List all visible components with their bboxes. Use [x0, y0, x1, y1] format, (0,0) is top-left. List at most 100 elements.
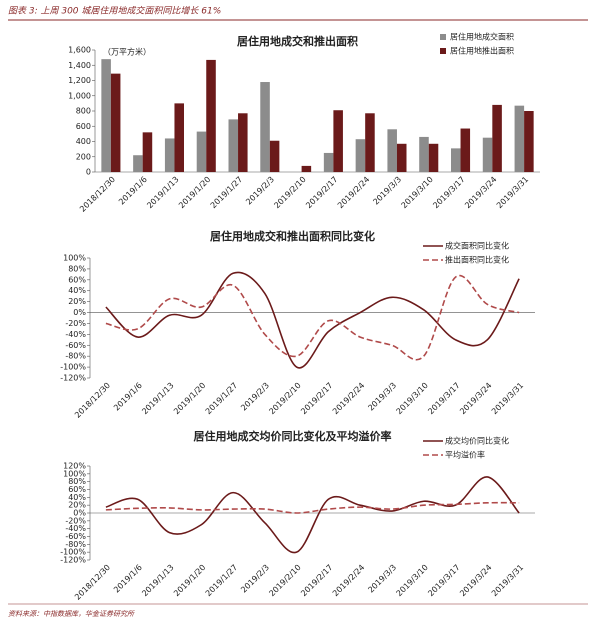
y-tick-label: -40%	[65, 330, 86, 339]
y-tick-label: -60%	[65, 341, 86, 350]
x-tick-label: 2019/2/17	[304, 175, 339, 210]
bar	[269, 140, 280, 172]
bar	[365, 113, 375, 172]
y-tick-label: 1,000	[68, 91, 91, 100]
x-tick-label: 2019/2/10	[267, 381, 302, 416]
legend-label: 推出面积同比变化	[445, 255, 509, 265]
y-tick-label: 200	[76, 152, 91, 161]
y-tick-label: 100%	[63, 469, 86, 478]
x-tick-label: 2019/2/3	[244, 175, 276, 207]
x-tick-label: 2019/1/6	[112, 381, 144, 413]
x-tick-label: 2019/3/31	[490, 563, 525, 598]
x-tick-label: 2019/1/13	[140, 563, 175, 598]
line-series	[105, 476, 520, 554]
y-tick-label: 1,200	[68, 76, 91, 85]
y-tick-label: 40%	[68, 493, 86, 502]
bar	[260, 82, 270, 172]
y-tick-label: 800	[76, 107, 91, 116]
bar	[396, 143, 407, 172]
y-tick-label: -20%	[65, 319, 86, 328]
x-tick-label: 2019/1/20	[172, 381, 207, 416]
bar	[333, 110, 343, 172]
bar	[301, 165, 312, 172]
y-tick-label: -80%	[65, 540, 86, 549]
x-tick-label: 2019/2/24	[331, 381, 366, 416]
bar	[196, 131, 207, 172]
bar	[492, 104, 502, 172]
y-tick-label: 20%	[68, 297, 86, 306]
x-tick-label: 2019/3/24	[463, 175, 498, 210]
bar	[524, 111, 534, 172]
bar	[110, 73, 121, 172]
x-tick-label: 2019/3/3	[366, 563, 398, 595]
y-tick-label: -100%	[60, 548, 86, 557]
y-tick-label: -120%	[60, 556, 86, 565]
x-tick-label: 2019/2/10	[272, 175, 307, 210]
y-tick-label: 0%	[73, 509, 86, 518]
y-tick-label: 0	[86, 168, 91, 177]
bar	[355, 139, 366, 172]
x-tick-label: 2019/3/17	[426, 381, 461, 416]
y-tick-label: 1,400	[68, 61, 91, 70]
y-tick-label: 80%	[68, 264, 86, 273]
source-note: 资料来源：中指数据库，华金证券研究所	[8, 610, 135, 618]
x-tick-label: 2019/3/10	[395, 381, 430, 416]
y-axis-label: （万平方米）	[103, 47, 151, 57]
y-tick-label: 80%	[68, 477, 86, 486]
bar	[419, 136, 429, 172]
x-tick-label: 2019/3/24	[458, 381, 493, 416]
x-tick-label: 2019/1/6	[117, 175, 149, 207]
x-tick-label: 2019/3/31	[495, 175, 530, 210]
y-tick-label: -80%	[65, 352, 86, 361]
bar	[142, 132, 153, 172]
x-tick-label: 2019/3/3	[371, 175, 403, 207]
bar	[514, 105, 525, 172]
bar	[238, 113, 248, 172]
bar	[164, 138, 175, 172]
bar	[206, 59, 216, 172]
y-tick-label: 600	[76, 122, 91, 131]
x-tick-label: 2019/3/10	[400, 175, 435, 210]
bar	[174, 103, 184, 172]
bar	[387, 129, 397, 172]
x-tick-label: 2019/1/20	[172, 563, 207, 598]
legend-swatch	[440, 48, 446, 54]
x-tick-label: 2019/2/3	[239, 563, 271, 595]
bar	[460, 128, 471, 172]
x-tick-label: 2019/2/17	[299, 563, 334, 598]
legend-label: 成交面积同比变化	[445, 241, 509, 251]
bar	[101, 59, 111, 172]
x-tick-label: 2019/2/3	[239, 381, 271, 413]
line-series	[105, 501, 520, 514]
bar	[133, 155, 143, 172]
page-title: 图表 3: 上周 300 城居住用地成交面积同比增长 61%	[8, 6, 221, 17]
x-tick-label: 2018/12/30	[73, 563, 112, 602]
y-tick-label: -20%	[65, 516, 86, 525]
x-tick-label: 2019/3/17	[431, 175, 466, 210]
y-tick-label: 100%	[63, 254, 86, 263]
legend-label: 平均溢价率	[445, 450, 485, 460]
x-tick-label: 2019/1/27	[204, 563, 239, 598]
x-tick-label: 2018/12/30	[73, 381, 112, 420]
x-tick-label: 2019/1/13	[145, 175, 180, 210]
x-tick-label: 2019/3/17	[426, 563, 461, 598]
legend-label: 成交均价同比变化	[445, 436, 509, 446]
x-tick-label: 2019/3/3	[366, 381, 398, 413]
legend-label: 居住用地成交面积	[450, 32, 514, 42]
chart-title: 居住用地成交和推出面积同比变化	[210, 229, 375, 243]
y-tick-label: -120%	[60, 374, 86, 383]
bar	[482, 137, 493, 172]
y-tick-label: -100%	[60, 363, 86, 372]
y-tick-label: 400	[76, 137, 91, 146]
x-tick-label: 2019/1/27	[209, 175, 244, 210]
x-tick-label: 2019/3/24	[458, 563, 493, 598]
bar	[228, 119, 239, 172]
chart-title: 居住用地成交和推出面积	[237, 34, 358, 48]
x-tick-label: 2019/3/31	[490, 381, 525, 416]
x-tick-label: 2019/2/10	[267, 563, 302, 598]
x-tick-label: 2019/1/27	[204, 381, 239, 416]
bar	[428, 143, 439, 172]
x-tick-label: 2019/1/6	[112, 563, 144, 595]
x-tick-label: 2019/2/24	[336, 175, 371, 210]
